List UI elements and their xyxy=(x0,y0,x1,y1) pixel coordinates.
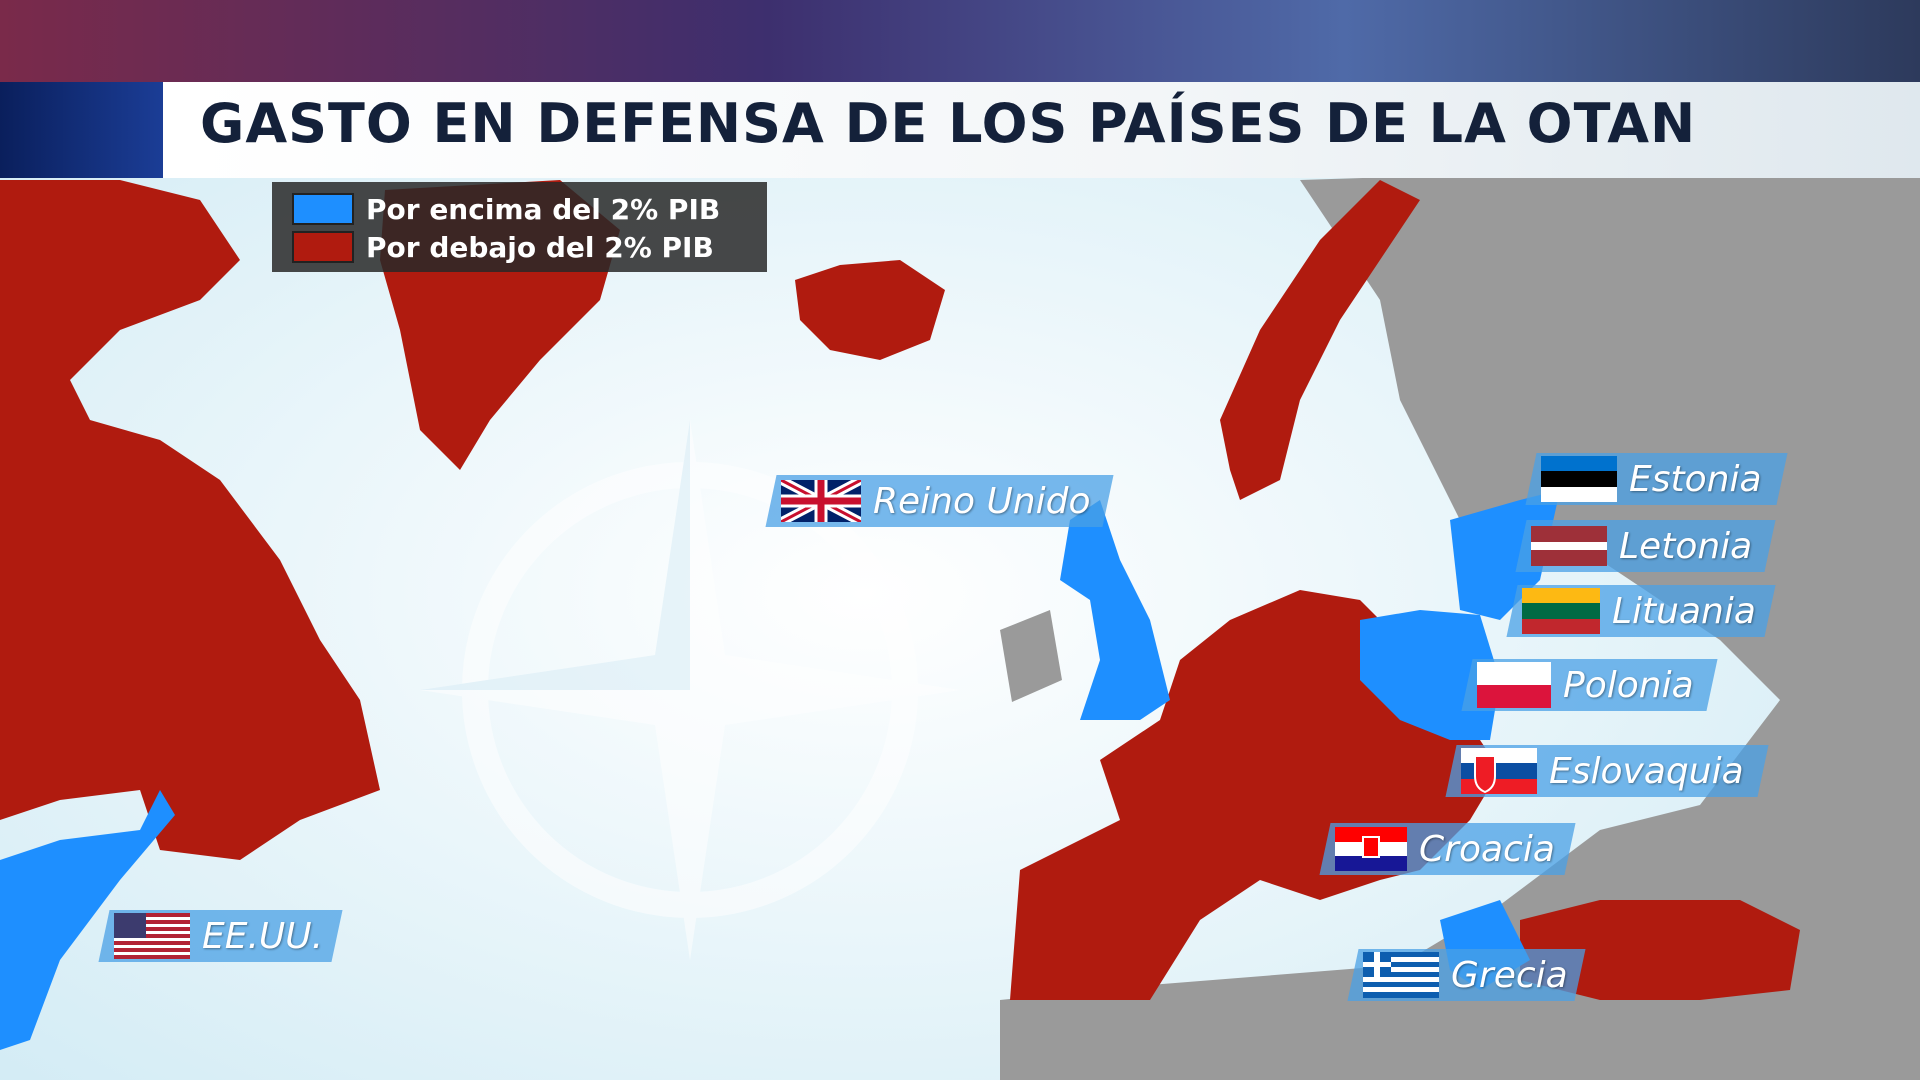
canada xyxy=(0,180,380,860)
banner-block xyxy=(0,82,163,178)
ireland xyxy=(1000,610,1062,702)
legend-swatch xyxy=(292,193,354,225)
flag-usa xyxy=(114,913,190,959)
nato-emblem xyxy=(420,420,960,960)
country-tag: Estonia xyxy=(1525,453,1788,505)
flag-croatia xyxy=(1335,827,1407,871)
flag-lithuania xyxy=(1522,588,1600,634)
country-label: Letonia xyxy=(1619,525,1753,567)
country-label: Lituania xyxy=(1612,590,1756,632)
country-label: EE.UU. xyxy=(202,915,324,957)
non-nato-land xyxy=(1000,160,1920,1080)
country-label: Reino Unido xyxy=(873,480,1091,522)
norway xyxy=(1220,180,1420,500)
country-label: Estonia xyxy=(1629,458,1762,500)
country-label: Eslovaquia xyxy=(1549,750,1744,792)
country-tag: EE.UU. xyxy=(98,910,343,962)
legend: Por encima del 2% PIB Por debajo del 2% … xyxy=(272,182,767,272)
flag-poland xyxy=(1477,662,1551,708)
title-banner xyxy=(0,82,1920,178)
flag-greece xyxy=(1363,952,1439,998)
usa xyxy=(0,790,175,1050)
top-bar xyxy=(0,0,1920,82)
legend-label: Por encima del 2% PIB xyxy=(366,192,721,226)
legend-swatch xyxy=(292,231,354,263)
country-label: Grecia xyxy=(1451,954,1568,996)
country-tag: Grecia xyxy=(1347,949,1586,1001)
country-tag: Croacia xyxy=(1319,823,1576,875)
title: GASTO EN DEFENSA DE LOS PAÍSES DE LA OTA… xyxy=(200,92,1697,155)
united-kingdom xyxy=(1060,500,1170,720)
flag-latvia xyxy=(1531,526,1607,566)
legend-row: Por debajo del 2% PIB xyxy=(292,230,714,264)
flag-uk xyxy=(781,480,861,522)
country-tag: Polonia xyxy=(1461,659,1718,711)
country-tag: Eslovaquia xyxy=(1445,745,1769,797)
iceland xyxy=(795,260,945,360)
turkey xyxy=(1520,900,1800,1000)
flag-estonia xyxy=(1541,456,1617,502)
country-tag: Reino Unido xyxy=(765,475,1114,527)
country-tag: Lituania xyxy=(1506,585,1776,637)
legend-row: Por encima del 2% PIB xyxy=(292,192,720,226)
country-label: Polonia xyxy=(1563,664,1694,706)
flag-slovakia xyxy=(1461,748,1537,794)
country-label: Croacia xyxy=(1419,828,1555,870)
legend-label: Por debajo del 2% PIB xyxy=(366,230,714,264)
country-tag: Letonia xyxy=(1515,520,1776,572)
